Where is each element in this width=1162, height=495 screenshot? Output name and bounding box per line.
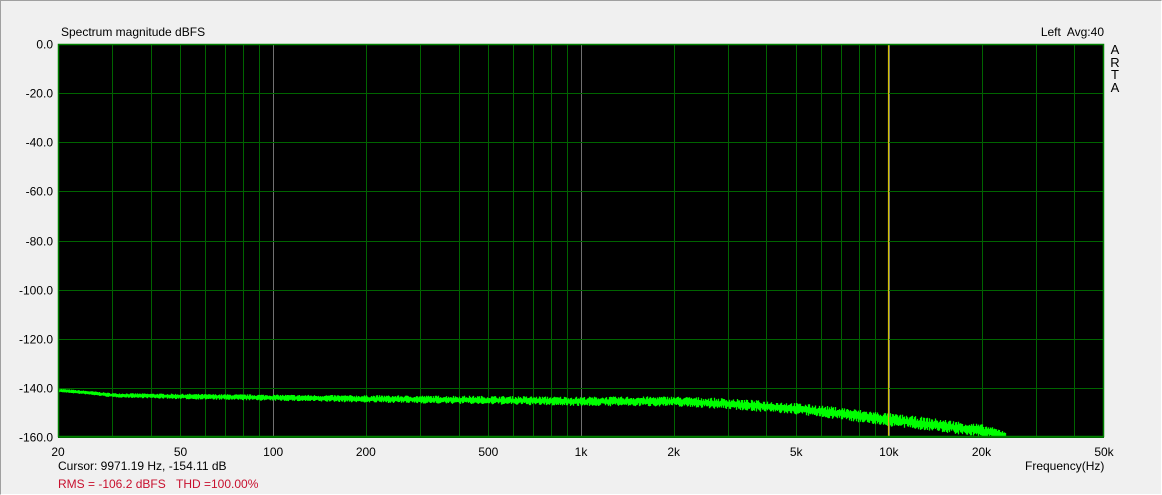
x-tick-label: 5k [790, 445, 804, 459]
y-tick-label: -60.0 [26, 185, 54, 199]
x-tick-label: 200 [356, 445, 376, 459]
chart-title: Spectrum magnitude dBFS [61, 25, 206, 39]
x-tick-label: 10k [879, 445, 899, 459]
y-tick-label: -120.0 [19, 333, 53, 347]
arta-logo: A R T A [1109, 42, 1121, 95]
logo-letter: A [1110, 42, 1120, 57]
rms-readout: RMS = -106.2 dBFS [58, 477, 166, 491]
logo-letter: T [1111, 67, 1119, 82]
y-tick-label: -140.0 [19, 382, 53, 396]
y-tick-label: -20.0 [26, 87, 54, 101]
y-tick-label: 0.0 [36, 38, 53, 52]
x-tick-label: 50 [174, 445, 188, 459]
logo-letter: R [1110, 54, 1120, 70]
logo-letter: A [1110, 79, 1120, 95]
x-tick-label: 20k [972, 445, 992, 459]
thd-readout: THD =100.00% [176, 477, 259, 491]
spectrum-trace [58, 389, 1007, 437]
x-tick-label: 20 [51, 445, 65, 459]
y-tick-label: -80.0 [26, 235, 54, 249]
x-tick-label: 50k [1094, 445, 1114, 459]
x-tick-label: 100 [263, 445, 283, 459]
channel-label: Left [1040, 25, 1061, 39]
x-tick-label: 1k [575, 445, 589, 459]
cursor-readout: Cursor: 9971.19 Hz, -154.11 dB [58, 459, 227, 473]
x-tick-label: 500 [478, 445, 498, 459]
x-tick-label: 2k [667, 445, 681, 459]
channel-averaging: Left Avg:40 [1041, 25, 1104, 39]
plot-frame [57, 43, 1105, 438]
y-tick-label: -160.0 [19, 431, 53, 445]
x-axis-label: Frequency(Hz) [1025, 459, 1105, 473]
y-tick-label: -40.0 [26, 136, 54, 150]
y-tick-label: -100.0 [19, 284, 53, 298]
averaging-label: Avg:40 [1066, 25, 1104, 39]
